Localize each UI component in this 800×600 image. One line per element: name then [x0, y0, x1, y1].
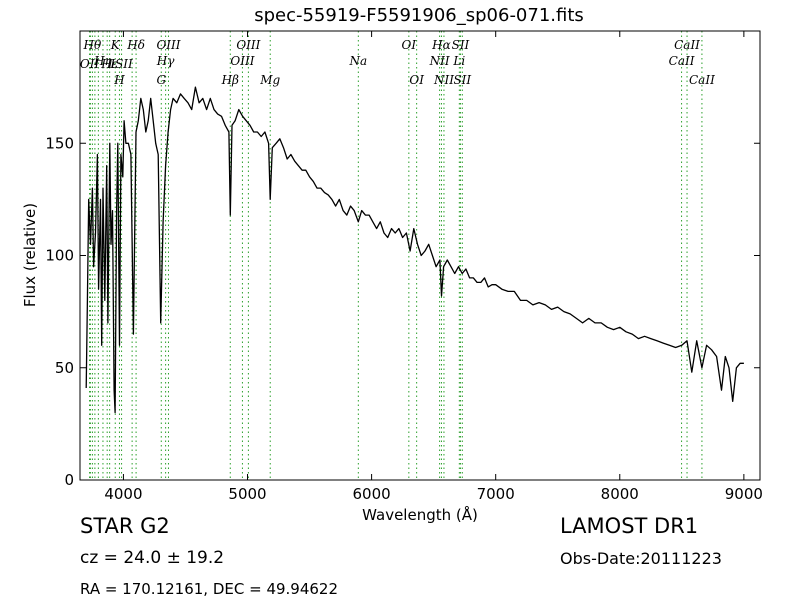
- spectral-line-label: NII: [433, 73, 454, 87]
- spectral-line-label: Na: [349, 54, 368, 68]
- x-tick-label: 9000: [725, 485, 763, 503]
- x-tick-label: 7000: [477, 485, 515, 503]
- spectral-line-label: Mg: [259, 73, 280, 87]
- spectral-line-label: NII: [429, 54, 450, 68]
- spectral-line-label: CaII: [669, 54, 695, 68]
- x-tick-label: 4000: [104, 485, 142, 503]
- spectral-line-label: Hγ: [156, 54, 175, 68]
- redshift-cz: cz = 24.0 ± 19.2: [80, 548, 225, 568]
- spectral-line-label: G: [156, 73, 166, 87]
- y-tick-label: 150: [45, 134, 74, 152]
- y-tick-label: 100: [45, 247, 74, 265]
- observation-date: Obs-Date:20111223: [560, 549, 722, 568]
- spectral-line-label: Hδ: [126, 38, 145, 52]
- spectral-line-label: H: [113, 73, 125, 87]
- spectral-line-label: ISII: [109, 57, 133, 71]
- x-tick-label: 5000: [228, 485, 266, 503]
- spectral-line-label: CaII: [689, 73, 715, 87]
- spectral-line-label: OI: [402, 38, 417, 52]
- y-tick-label: 0: [64, 471, 74, 489]
- spectral-line-label: OIII: [156, 38, 180, 52]
- spectral-line-label: Hβ: [221, 73, 239, 87]
- y-axis-label: Flux (relative): [21, 202, 39, 308]
- spectral-line-label: SII: [453, 73, 471, 87]
- spectral-line-label: Hε: [100, 57, 118, 71]
- x-tick-label: 6000: [353, 485, 391, 503]
- spectral-line-label: Li: [452, 54, 465, 68]
- spectrum-series-line: [85, 86, 744, 414]
- spectral-line-label: OIII: [236, 38, 260, 52]
- object-class: STAR G2: [80, 514, 170, 538]
- spectral-line-label: Hθ: [83, 38, 102, 52]
- spectral-line-label: OI: [409, 73, 424, 87]
- spectral-line-label: OII: [80, 57, 100, 71]
- x-axis-label: Wavelength (Å): [362, 506, 478, 524]
- coordinates-ra-dec: RA = 170.12161, DEC = 49.94622: [80, 580, 339, 598]
- spectral-line-label: SII: [452, 38, 470, 52]
- chart-title: spec-55919-F5591906_sp06-071.fits: [254, 5, 584, 26]
- axes-frame: [79, 30, 761, 481]
- spectral-line-label: K: [110, 38, 121, 52]
- spectral-line-label: CaII: [674, 38, 700, 52]
- x-tick-label: 8000: [601, 485, 639, 503]
- spectral-line-label: OIII: [230, 54, 254, 68]
- spectral-line-label: Hα: [431, 38, 451, 52]
- survey-name: LAMOST DR1: [560, 514, 699, 538]
- y-tick-label: 50: [55, 359, 74, 377]
- spectral-line-label: Hη: [93, 54, 112, 68]
